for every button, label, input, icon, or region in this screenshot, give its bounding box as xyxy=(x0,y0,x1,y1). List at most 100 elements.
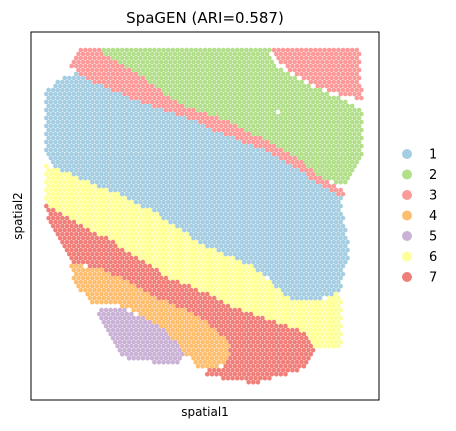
spot-cluster-7 xyxy=(191,291,196,297)
spot-cluster-5 xyxy=(115,327,120,333)
spot-cluster-1 xyxy=(73,79,79,85)
spot-cluster-1 xyxy=(202,167,208,173)
spot-cluster-2 xyxy=(287,139,293,145)
spot-cluster-1 xyxy=(129,111,134,117)
spot-cluster-7 xyxy=(207,303,212,309)
spot-cluster-4 xyxy=(223,339,228,345)
spot-cluster-1 xyxy=(313,263,318,269)
spot-cluster-4 xyxy=(115,279,120,285)
spot-cluster-2 xyxy=(290,151,295,157)
spot-cluster-2 xyxy=(218,83,224,89)
spot-cluster-7 xyxy=(264,323,270,329)
spot-cluster-6 xyxy=(195,251,201,257)
spot-cluster-7 xyxy=(271,343,277,349)
spot-cluster-4 xyxy=(223,355,228,361)
spot-cluster-1 xyxy=(285,263,291,269)
spot-cluster-7 xyxy=(283,347,288,353)
spot-cluster-2 xyxy=(211,55,217,61)
spot-cluster-2 xyxy=(315,155,321,161)
spot-cluster-5 xyxy=(165,335,171,341)
spot-cluster-2 xyxy=(175,95,180,101)
spot-cluster-6 xyxy=(188,247,194,253)
spot-cluster-1 xyxy=(131,179,136,185)
spot-cluster-1 xyxy=(131,115,136,121)
spot-cluster-2 xyxy=(255,115,261,121)
spot-cluster-7 xyxy=(239,375,245,381)
spot-cluster-6 xyxy=(168,275,173,281)
spot-cluster-6 xyxy=(119,239,125,245)
spot-cluster-1 xyxy=(267,175,272,181)
spot-cluster-6 xyxy=(129,239,134,245)
spot-cluster-7 xyxy=(234,343,240,349)
spot-cluster-1 xyxy=(195,155,201,161)
spot-cluster-7 xyxy=(228,371,233,377)
spot-cluster-1 xyxy=(115,111,120,117)
spot-cluster-1 xyxy=(191,147,196,153)
spot-cluster-1 xyxy=(313,295,318,301)
spot-cluster-1 xyxy=(292,179,298,185)
spot-cluster-1 xyxy=(50,143,56,149)
spot-cluster-1 xyxy=(193,135,199,141)
spot-cluster-6 xyxy=(161,263,166,269)
spot-cluster-1 xyxy=(292,259,298,265)
spot-cluster-1 xyxy=(117,139,123,145)
spot-cluster-6 xyxy=(216,279,222,285)
spot-cluster-1 xyxy=(285,175,291,181)
spot-cluster-4 xyxy=(92,295,97,301)
spot-cluster-7 xyxy=(290,359,295,365)
spot-cluster-1 xyxy=(113,147,118,153)
spot-cluster-5 xyxy=(145,347,150,353)
spot-cluster-1 xyxy=(133,159,139,165)
spot-cluster-7 xyxy=(274,355,279,361)
spot-cluster-1 xyxy=(251,203,256,209)
spot-cluster-2 xyxy=(324,155,330,161)
spot-cluster-6 xyxy=(280,295,286,301)
spot-cluster-7 xyxy=(246,363,251,369)
spot-cluster-1 xyxy=(232,235,238,241)
spot-cluster-1 xyxy=(108,155,113,161)
spot-cluster-1 xyxy=(248,239,254,245)
spot-cluster-1 xyxy=(228,219,233,225)
spot-cluster-2 xyxy=(237,51,242,57)
spot-cluster-3 xyxy=(329,187,334,193)
spot-cluster-4 xyxy=(214,331,219,337)
spot-cluster-2 xyxy=(349,143,355,149)
spot-cluster-2 xyxy=(333,107,339,113)
spot-cluster-7 xyxy=(308,343,314,349)
spot-cluster-2 xyxy=(218,67,224,73)
spot-cluster-4 xyxy=(202,351,208,357)
spot-cluster-4 xyxy=(113,275,118,281)
spot-cluster-7 xyxy=(106,239,111,245)
spot-cluster-6 xyxy=(324,299,330,305)
spot-cluster-2 xyxy=(253,111,258,117)
spot-cluster-6 xyxy=(177,275,182,281)
spot-cluster-1 xyxy=(161,159,166,165)
spot-cluster-7 xyxy=(280,335,286,341)
spot-cluster-1 xyxy=(278,195,284,201)
spot-cluster-6 xyxy=(329,323,334,329)
spot-cluster-2 xyxy=(177,75,182,81)
spot-cluster-1 xyxy=(142,127,148,133)
spot-cluster-1 xyxy=(48,99,54,105)
spot-cluster-1 xyxy=(92,167,97,173)
spot-cluster-1 xyxy=(274,251,279,257)
spot-cluster-7 xyxy=(156,279,162,285)
spot-cluster-7 xyxy=(207,319,212,325)
spot-cluster-2 xyxy=(241,59,247,65)
spot-cluster-3 xyxy=(195,115,201,121)
spot-cluster-2 xyxy=(297,91,302,97)
spot-cluster-2 xyxy=(211,95,217,101)
spot-cluster-6 xyxy=(85,195,90,201)
spot-cluster-1 xyxy=(310,227,316,233)
spot-cluster-1 xyxy=(78,87,84,93)
spot-cluster-7 xyxy=(244,359,249,365)
spot-cluster-1 xyxy=(55,79,61,85)
spot-cluster-1 xyxy=(308,255,314,261)
spot-cluster-2 xyxy=(336,151,341,157)
spot-cluster-2 xyxy=(308,143,314,149)
spot-cluster-1 xyxy=(331,215,337,221)
spot-cluster-4 xyxy=(184,335,189,341)
spot-cluster-6 xyxy=(267,303,272,309)
spot-cluster-4 xyxy=(184,311,189,317)
spot-cluster-1 xyxy=(94,171,100,177)
